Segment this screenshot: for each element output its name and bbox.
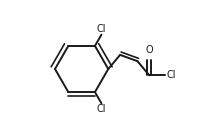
Text: Cl: Cl — [97, 104, 106, 114]
Text: Cl: Cl — [97, 24, 106, 34]
Text: O: O — [145, 45, 153, 55]
Text: Cl: Cl — [166, 70, 176, 80]
